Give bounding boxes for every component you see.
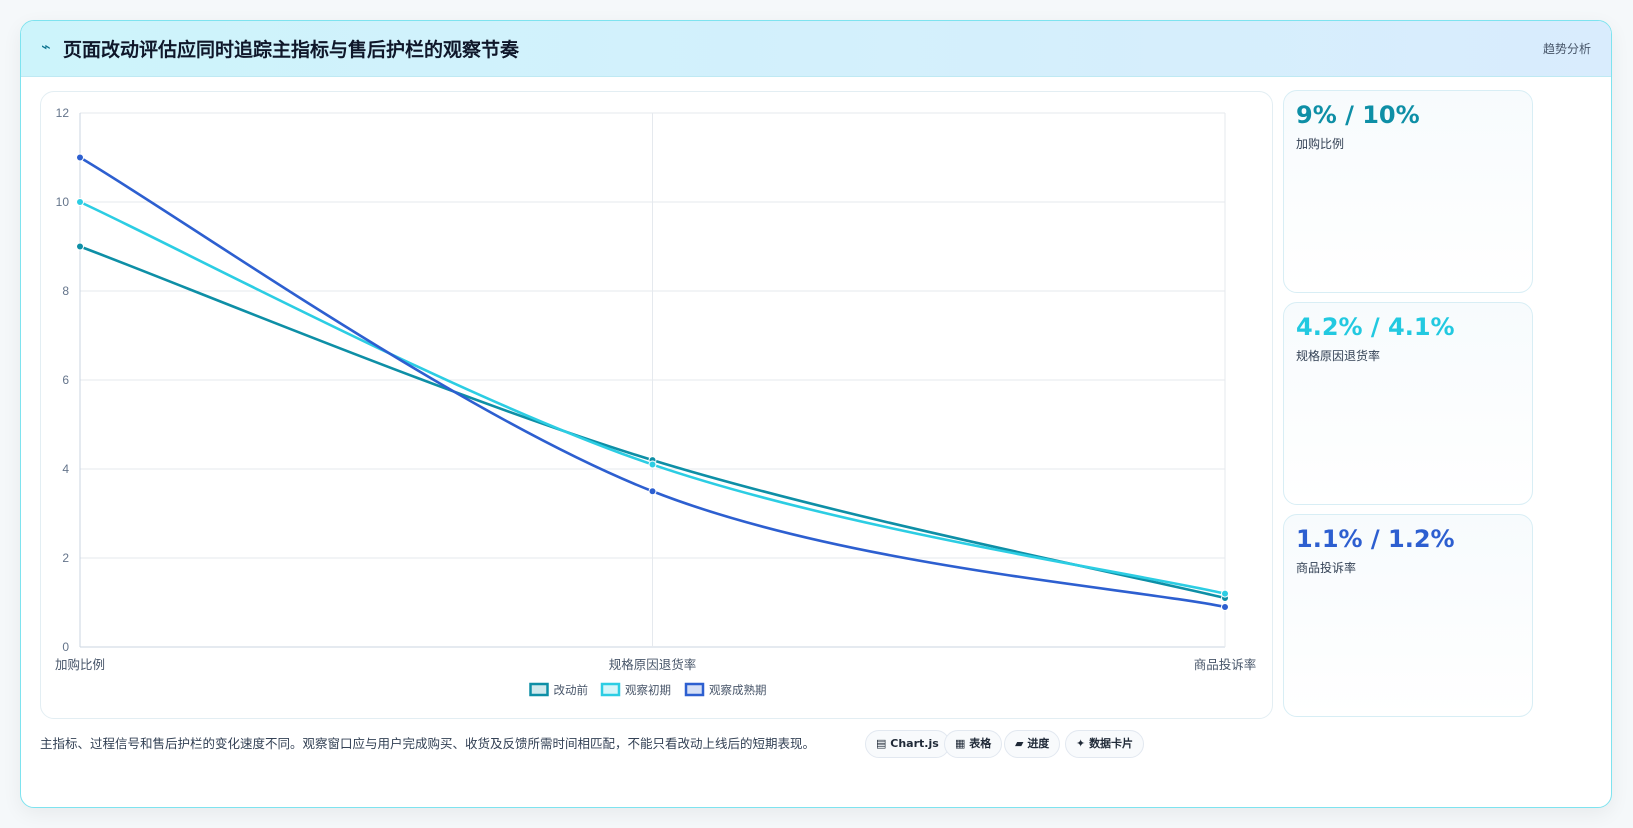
legend-swatch: [529, 682, 549, 697]
table-icon: ▦: [955, 737, 966, 750]
chip-chartjs[interactable]: ▤ Chart.js: [865, 730, 950, 758]
stat-value: 4.2% / 4.1%: [1296, 313, 1455, 341]
chart-panel: 0 2 4 6 8 10 12 加购比例 规格原因退货率 商品投诉率改动前 观察初期 观察成熟期: [40, 91, 1273, 719]
x-tick-label: 商品投诉率: [1194, 657, 1257, 672]
stat-label: 加购比例: [1296, 137, 1345, 151]
header-tag: 趋势分析: [1542, 42, 1591, 56]
sparkle-icon: ⌁: [41, 37, 51, 56]
progress-icon: ▰: [1015, 737, 1024, 750]
stat-card-return-rate: 4.2% / 4.1% 规格原因退货率: [1283, 302, 1533, 505]
chip-label: 进度: [1027, 737, 1050, 750]
chip-label: 数据卡片: [1089, 737, 1134, 750]
y-tick-label: 0: [62, 640, 69, 654]
data-point: [648, 487, 657, 496]
y-tick-label: 6: [62, 373, 69, 387]
y-tick-label: 4: [62, 462, 69, 476]
data-point: [76, 198, 84, 206]
legend-label: 观察初期: [625, 683, 671, 697]
chip-label: Chart.js: [890, 737, 939, 750]
legend-label: 改动前: [554, 683, 589, 697]
data-point: [1221, 602, 1229, 611]
data-point: [648, 460, 657, 469]
stat-card-add-to-cart: 9% / 10% 加购比例: [1283, 90, 1533, 293]
chart-icon: ▤: [876, 737, 887, 750]
stat-label: 规格原因退货率: [1296, 349, 1381, 363]
card-header: ⌁ 页面改动评估应同时追踪主指标与售后护栏的观察节奏 趋势分析: [21, 21, 1611, 77]
chip-label: 表格: [969, 737, 992, 750]
dashboard-card: ⌁ 页面改动评估应同时追踪主指标与售后护栏的观察节奏 趋势分析 0 2 4 6 8 10 1…: [20, 20, 1612, 808]
data-point: [76, 153, 84, 162]
stat-value: 1.1% / 1.2%: [1296, 525, 1455, 553]
footer-note: 主指标、过程信号和售后护栏的变化速度不同。观察窗口应与用户完成购买、收货及反馈所…: [40, 736, 816, 751]
y-tick-label: 8: [62, 284, 69, 298]
chip-progress[interactable]: ▰ 进度: [1004, 730, 1061, 758]
data-point: [76, 242, 84, 251]
x-tick-label: 规格原因退货率: [609, 657, 697, 672]
stat-card-complaint-rate: 1.1% / 1.2% 商品投诉率: [1283, 514, 1533, 717]
x-tick-label: 加购比例: [55, 657, 105, 672]
chip-table[interactable]: ▦ 表格: [944, 730, 1003, 758]
legend-swatch: [684, 682, 705, 697]
stat-value: 9% / 10%: [1296, 101, 1420, 129]
legend-swatch: [600, 682, 621, 697]
chip-data-card[interactable]: ✦ 数据卡片: [1065, 730, 1145, 758]
y-tick-label: 2: [62, 551, 69, 565]
y-tick-label: 10: [56, 195, 70, 209]
y-tick-label: 12: [56, 106, 70, 120]
page-title: 页面改动评估应同时追踪主指标与售后护栏的观察节奏: [63, 39, 520, 61]
legend-label: 观察成熟期: [709, 683, 767, 697]
data-point: [1221, 589, 1229, 598]
stat-label: 商品投诉率: [1296, 561, 1357, 575]
card-icon: ✦: [1076, 737, 1086, 750]
